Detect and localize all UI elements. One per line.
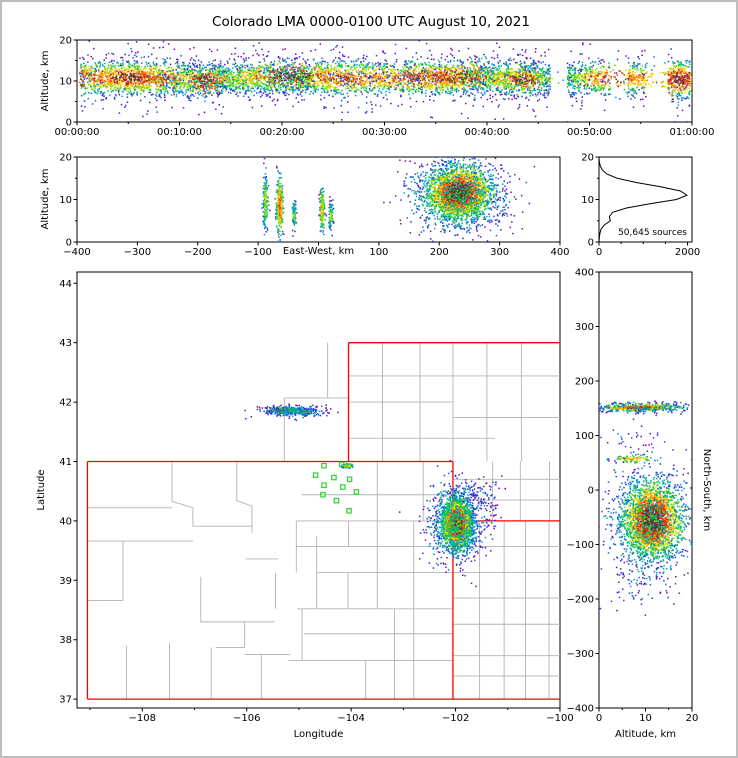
lma-plot-canvas (2, 2, 736, 756)
lma-figure: Colorado LMA 0000-0100 UTC August 10, 20… (0, 0, 738, 758)
